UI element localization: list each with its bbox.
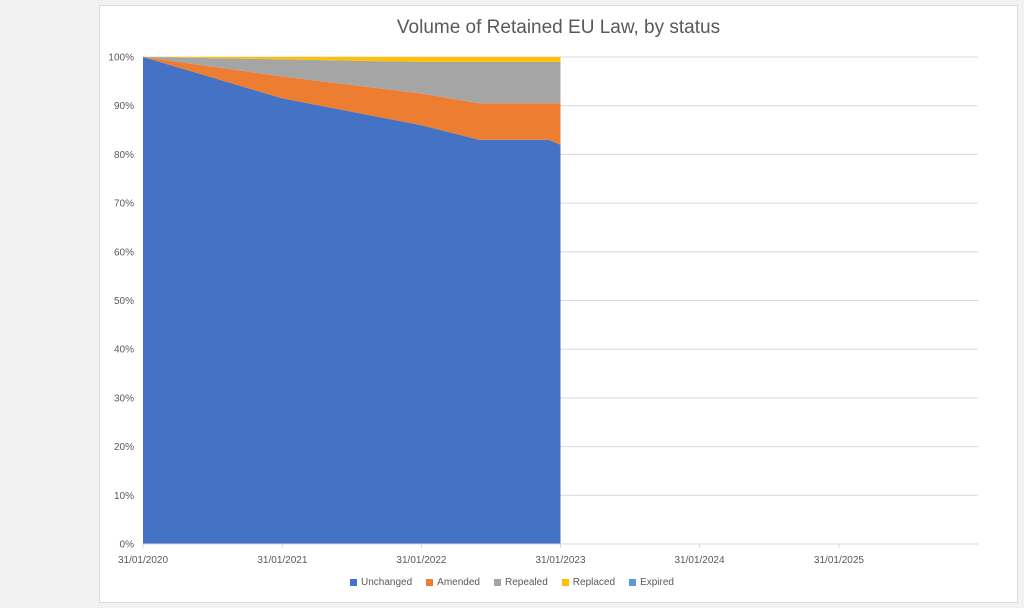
- legend-item-unchanged: Unchanged: [350, 577, 412, 588]
- area-replaced: [143, 57, 561, 62]
- legend: Unchanged Amended Repealed Replaced Expired: [0, 577, 1024, 588]
- y-tick-label: 0%: [120, 540, 135, 551]
- x-tick-label: 31/01/2023: [535, 555, 585, 566]
- legend-label: Amended: [437, 577, 480, 588]
- chart-title: Volume of Retained EU Law, by status: [396, 17, 721, 38]
- y-tick-label: 10%: [114, 491, 134, 502]
- x-tick-label: 31/01/2021: [257, 555, 307, 566]
- legend-label: Repealed: [504, 577, 548, 588]
- legend-swatch: [561, 579, 569, 586]
- legend-item-amended: Amended: [426, 577, 480, 588]
- x-tick-label: 31/01/2025: [814, 555, 864, 566]
- legend-item-replaced: Replaced: [561, 577, 616, 588]
- y-tick-label: 20%: [114, 442, 134, 453]
- x-tick-label: 31/01/2024: [675, 555, 725, 566]
- y-tick-label: 50%: [114, 296, 134, 307]
- y-tick-label: 80%: [114, 150, 134, 161]
- legend-label: Unchanged: [361, 577, 413, 588]
- area-amended: [143, 57, 561, 145]
- legend-swatch: [426, 579, 434, 586]
- y-tick-label: 70%: [114, 199, 134, 210]
- legend-swatch: [493, 579, 501, 586]
- legend-item-expired: Expired: [629, 577, 674, 588]
- legend-label: Replaced: [572, 577, 616, 588]
- y-tick-label: 60%: [114, 247, 134, 258]
- y-tick-label: 90%: [114, 101, 134, 112]
- y-tick-label: 100%: [108, 53, 134, 64]
- area-repealed: [143, 57, 561, 104]
- y-tick-label: 40%: [114, 345, 134, 356]
- legend-label: Expired: [640, 577, 674, 588]
- x-tick-label: 31/01/2022: [396, 555, 446, 566]
- left-margin-strip: [0, 0, 96, 608]
- legend-swatch: [350, 579, 358, 586]
- area-unchanged: [143, 57, 561, 544]
- y-tick-label: 30%: [114, 393, 134, 404]
- x-tick-label: 31/01/2020: [118, 555, 168, 566]
- legend-item-repealed: Repealed: [493, 577, 548, 588]
- legend-swatch: [629, 579, 637, 586]
